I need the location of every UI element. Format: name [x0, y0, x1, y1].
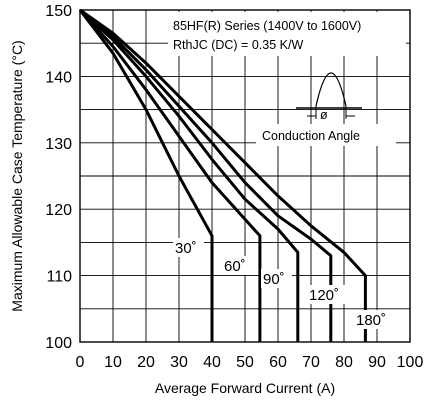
x-tick-label: 90: [368, 354, 386, 371]
curve-label-background: [261, 269, 292, 288]
y-axis-label: Maximum Allowable Case Temperature (°C): [9, 40, 25, 311]
x-tick-label: 20: [137, 354, 155, 371]
series-curve-1: [78, 8, 262, 342]
series-curve-4: [79, 8, 367, 342]
conduction-waveform-icon: [296, 72, 362, 119]
x-tick-label: 50: [236, 354, 254, 371]
x-tick-label: 30: [170, 354, 188, 371]
x-tick-label: 10: [104, 354, 122, 371]
series-curve-0: [78, 9, 214, 342]
y-tick-label: 100: [45, 335, 72, 352]
y-tick-label: 110: [46, 269, 72, 286]
phi-symbol: ø: [320, 108, 328, 122]
x-tick-label: 70: [302, 354, 320, 371]
curve-label: 30˚: [175, 240, 197, 257]
y-tick-label: 130: [45, 136, 72, 153]
y-tick-label: 120: [45, 202, 72, 219]
conduction-label-background: [256, 124, 396, 146]
y-tick-label: 140: [45, 69, 72, 86]
curve-label: 60˚: [224, 258, 246, 275]
x-tick-label: 80: [335, 354, 353, 371]
curve-label: 180˚: [356, 312, 386, 329]
x-axis-label: Average Forward Current (A): [155, 380, 335, 396]
curve-label-background: [307, 285, 347, 304]
curve-labels: 30˚ 60˚ 90˚ 120˚ 180˚: [173, 238, 394, 329]
x-tick-label: 40: [203, 354, 221, 371]
x-tick-labels: 0 10 20 30 40 50 60 70 80 90 100: [76, 354, 424, 371]
plot-frame: [79, 9, 411, 343]
curve-label-background: [173, 238, 204, 257]
y-tick-labels: 100 110 120 130 140 150: [45, 3, 72, 352]
series-curves: [78, 8, 367, 342]
inset-background: [168, 12, 406, 56]
curve-label: 90˚: [263, 271, 285, 288]
curve-label: 120˚: [309, 287, 339, 304]
x-tick-label: 0: [76, 354, 85, 371]
curve-label-background: [222, 256, 253, 275]
series-curve-2: [78, 8, 300, 342]
waveform-arc: [315, 72, 347, 107]
rth-note: RthJC (DC) = 0.35 K/W: [173, 38, 303, 52]
x-tick-label: 60: [269, 354, 287, 371]
x-tick-label: 100: [397, 354, 424, 371]
conduction-angle-label: Conduction Angle: [262, 129, 360, 143]
series-curve-3: [79, 8, 333, 342]
curve-label-background: [354, 310, 394, 329]
y-tick-label: 150: [45, 3, 72, 20]
series-note: 85HF(R) Series (1400V to 1600V): [173, 19, 361, 33]
